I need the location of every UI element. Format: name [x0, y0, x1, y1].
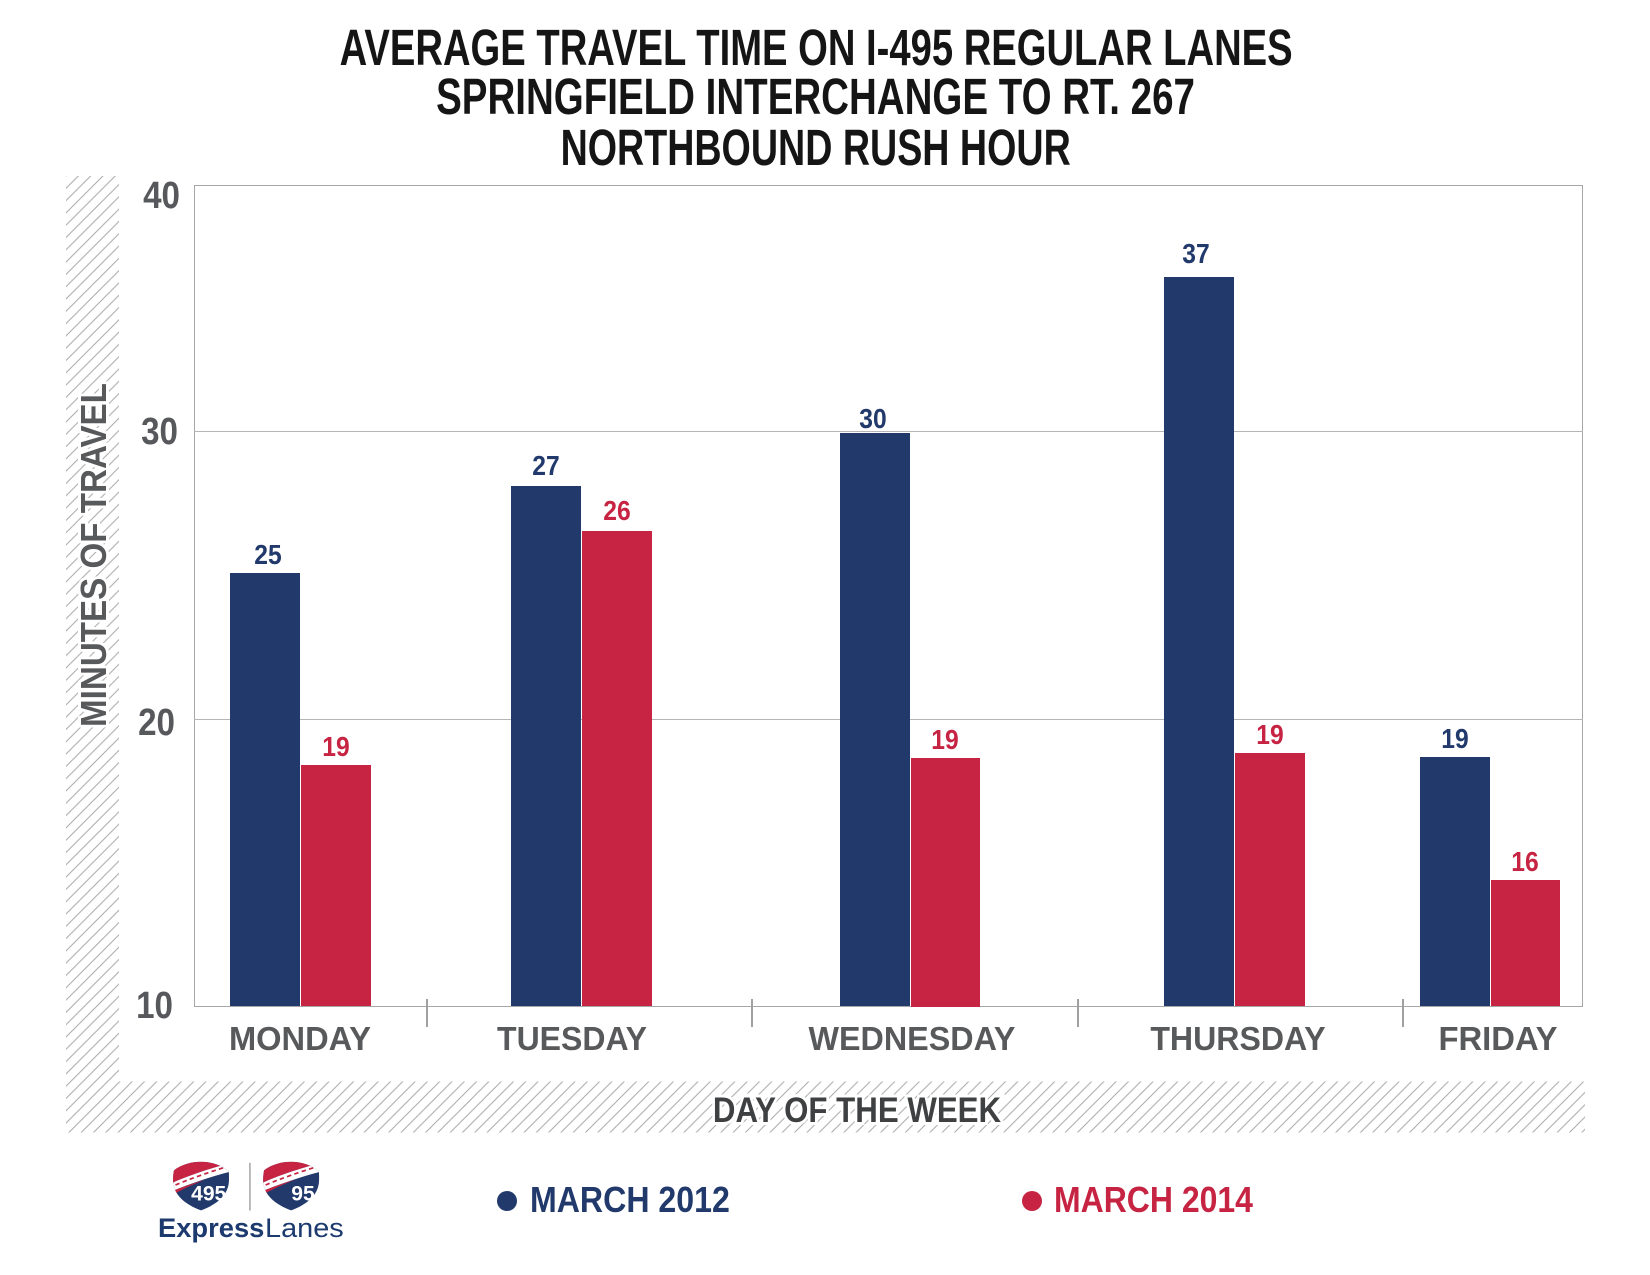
svg-text:495: 495 [191, 1183, 226, 1206]
svg-text:95: 95 [291, 1183, 315, 1206]
